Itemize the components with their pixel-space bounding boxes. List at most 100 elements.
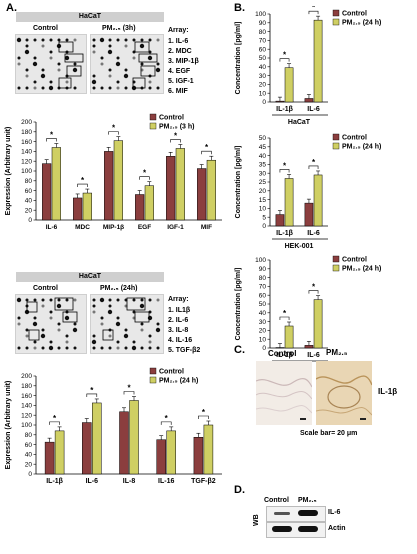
histology-treated-label: PM₂.₅ [326, 348, 348, 357]
significance-bracket [108, 131, 119, 135]
array-list-item: 5. TGF-β2 [168, 347, 201, 354]
array-spots [16, 37, 161, 91]
y-tick-label: 20 [259, 82, 267, 89]
array-spot [24, 49, 30, 55]
array-spot [17, 346, 21, 350]
y-tick-label: 40 [25, 452, 33, 459]
array-membrane-treated [90, 34, 164, 94]
bar-treated [129, 400, 139, 475]
significance-star: * [112, 124, 116, 133]
y-tick-label: 50 [259, 135, 267, 142]
array-spot [124, 346, 128, 350]
array-spot [116, 316, 120, 320]
array-treated-label: PM₂.₅ (3h) [102, 25, 136, 32]
array-spot [156, 346, 160, 350]
y-tick-label: 40 [259, 310, 267, 317]
panel-label-d: D. [234, 484, 245, 496]
array-spot [124, 44, 128, 48]
legend-swatch-treated [332, 142, 340, 150]
array-spot [49, 310, 53, 314]
legend-swatch-treated [149, 376, 157, 384]
bar-treated [82, 192, 92, 221]
y-tick-label: 70 [259, 284, 267, 291]
significance-bracket [201, 150, 212, 155]
legend-swatch-control [149, 113, 157, 121]
array-spot [92, 38, 96, 42]
histology-image-control [256, 361, 312, 425]
array-list-item: 1. IL-6 [168, 38, 189, 45]
array-spot [41, 44, 45, 48]
legend-swatch-treated [332, 264, 340, 272]
legend-label-control: Control [159, 115, 184, 122]
array-list-item: 2. MDC [168, 48, 192, 55]
array-spot [57, 328, 61, 332]
array-spot [156, 322, 160, 326]
y-tick-label: 140 [21, 403, 32, 410]
array-spot [49, 56, 53, 60]
wb-row-label: Actin [328, 525, 346, 532]
bar-control [304, 98, 314, 103]
y-tick-label: 0 [28, 471, 32, 478]
y-tick-label: 50 [259, 301, 267, 308]
array-highlight-box [28, 329, 40, 341]
y-tick-label: 10 [259, 336, 267, 343]
y-tick-label: 40 [259, 64, 267, 71]
y-tick-label: 80 [259, 275, 267, 282]
panel-label-b: B. [234, 2, 245, 14]
y-tick-label: 180 [21, 383, 32, 390]
array-spot [33, 346, 37, 350]
array-spot [73, 298, 77, 302]
y-tick-label: 40 [25, 198, 33, 205]
array-highlight-box [102, 329, 114, 341]
group-label: HEK-001 [285, 243, 314, 250]
array-spot [25, 346, 29, 350]
array-spot [116, 38, 120, 42]
array-spot [140, 346, 144, 350]
array-highlight-box [126, 297, 146, 311]
x-tick-label: IL-6 [307, 352, 320, 359]
array-spot [100, 346, 104, 350]
array-spot [139, 303, 145, 309]
array-spot [140, 328, 144, 332]
legend-label-control: Control [342, 135, 367, 142]
array-spot [148, 80, 152, 84]
array-spot [17, 86, 21, 90]
y-tick-label: 30 [259, 73, 267, 80]
significance-bracket [279, 169, 290, 173]
array-spot [73, 62, 77, 66]
array-highlight-box [140, 65, 156, 77]
array-spot [72, 67, 78, 73]
array-spot [65, 298, 69, 302]
bar-treated [175, 148, 185, 221]
significance-bracket [160, 421, 172, 425]
array-spot [65, 346, 69, 350]
y-tick-label: 0 [28, 217, 32, 224]
array-spot [25, 86, 29, 90]
array-spot [49, 80, 53, 84]
y-tick-label: 30 [259, 170, 267, 177]
significance-star: * [283, 161, 287, 170]
y-tick-label: 60 [259, 46, 267, 53]
significance-bracket [86, 393, 98, 397]
x-tick-label: IL-6 [307, 106, 320, 113]
array-spot [99, 297, 105, 303]
array-spot [17, 322, 21, 326]
array-list-title: Array: [168, 296, 189, 303]
array-spot [115, 321, 121, 327]
significance-bracket [198, 415, 209, 419]
legend-label-treated: PM₂.₅ (24 h) [159, 378, 198, 385]
array-spot [57, 322, 61, 326]
array-spot [25, 68, 29, 72]
array-spot [116, 56, 120, 60]
array-spot [49, 316, 53, 320]
array-spot [33, 340, 37, 344]
bar-treated [284, 178, 294, 227]
x-tick-label: MIP-1β [103, 224, 124, 231]
array-spot [92, 50, 96, 54]
legend-label-treated: PM₂.₅ (24 h) [342, 20, 381, 27]
array-spot [57, 68, 61, 72]
y-tick-label: 40 [259, 153, 267, 160]
array-spot [92, 334, 96, 338]
